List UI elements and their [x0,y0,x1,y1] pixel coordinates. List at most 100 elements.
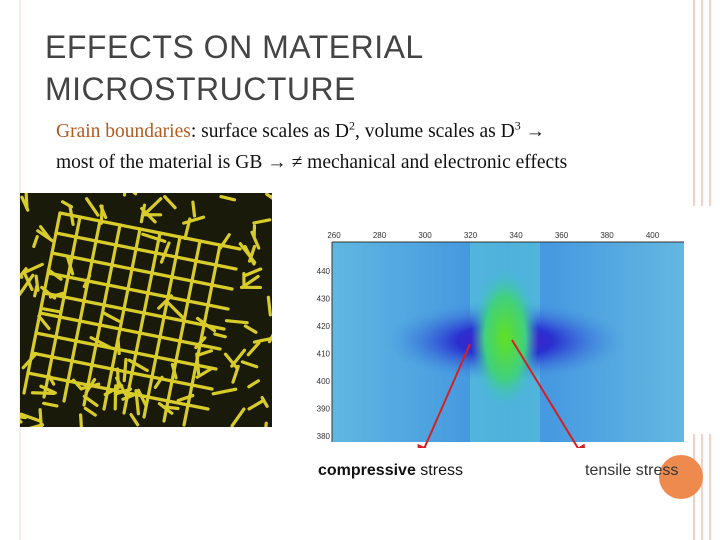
strut [190,383,214,391]
body-text: Grain boundaries: surface scales as D2, … [56,116,567,178]
strut [86,279,110,287]
strut [129,412,140,427]
strut [231,364,240,384]
strut [62,295,86,303]
strut [102,303,126,311]
strut [230,407,246,427]
strut [176,393,195,403]
strut [154,355,178,363]
highlight: Grain boundaries [56,121,191,142]
strut [26,351,34,375]
strut [213,332,227,339]
strut [71,378,83,391]
strut [266,295,272,317]
strut [136,388,148,407]
strut [41,307,63,314]
axis-label: 320 [464,231,478,240]
strut [28,423,45,427]
strut [183,217,192,241]
strut [118,327,142,335]
strut [40,285,57,300]
axis-label: 380 [317,432,331,441]
strut [110,263,134,271]
strut [70,235,78,259]
strut [78,215,102,223]
strut [146,271,154,295]
strut [150,271,174,279]
strut [122,287,130,311]
strut [110,243,118,267]
strut [198,343,222,351]
strut [210,283,234,291]
strut [194,336,207,350]
strut [182,215,206,225]
strut [219,195,237,202]
strut [22,371,30,395]
text: : surface scales as D [190,121,349,142]
map-region [471,268,539,408]
strut [150,355,158,379]
strut [142,395,150,419]
strut [22,262,44,275]
strut [20,195,30,212]
strut [130,267,154,275]
strut [196,349,214,357]
axis-label: 260 [327,231,341,240]
strut [163,195,177,210]
strut [182,299,190,323]
strut [89,336,111,349]
strut [195,316,217,333]
strut [46,355,54,379]
strut [65,255,75,276]
strut [78,299,86,323]
strut [118,223,142,231]
caption-text: stress [415,462,463,479]
text: , volume scales as D [354,121,515,142]
axis-label: 280 [373,231,387,240]
strut [94,219,102,243]
strut [127,358,149,373]
strut [36,229,55,243]
strut [174,359,198,367]
strut [142,311,166,319]
strut [106,367,114,391]
strut [84,377,97,395]
axis-label: 440 [317,267,331,276]
strut [170,255,178,279]
axis-label: 380 [600,231,614,240]
strut [252,336,272,344]
strut [26,371,50,379]
axis-label: 340 [509,231,523,240]
strut [134,389,140,416]
strut [174,255,198,263]
strut [224,319,249,325]
strut [122,193,127,197]
strut [142,291,150,315]
strut [118,307,126,331]
strut [82,273,92,289]
strut [106,263,114,287]
strut [166,301,185,320]
strut [82,279,90,303]
strut [260,395,269,408]
strut [62,379,70,403]
strut [90,343,98,367]
strut [130,247,138,271]
stress-map-image: 260 280 300 320 340 360 380 400 440 430 420 410 400 3… [317,231,684,448]
strut [54,231,78,239]
strut [21,351,38,370]
strut [243,267,263,278]
strut [134,227,142,251]
strut [54,315,62,339]
axis-label: 390 [317,405,331,414]
strut [38,291,46,315]
strut [158,335,182,343]
strut [211,387,238,396]
strut [46,268,63,281]
strut [252,218,272,225]
strut [186,279,194,303]
axis-label: 360 [555,231,569,240]
slide-title: EFFECTS ON MATERIAL MICROSTRUCTURE [45,26,424,110]
strut [110,367,134,375]
strut [240,360,259,369]
